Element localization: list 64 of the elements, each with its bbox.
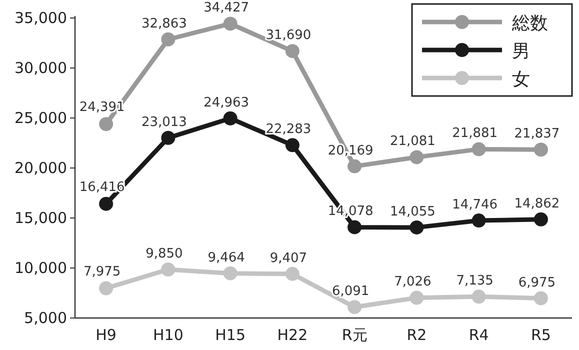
data-label: 24,391 <box>79 100 125 116</box>
data-label: 9,407 <box>270 250 308 266</box>
point <box>161 262 176 276</box>
point <box>99 196 114 211</box>
point <box>223 111 238 126</box>
data-label: 24,963 <box>204 95 250 110</box>
y-tick-label: 25,000 <box>14 109 67 127</box>
data-label: 14,055 <box>390 204 436 220</box>
point <box>410 290 424 305</box>
data-label: 32,863 <box>141 16 187 32</box>
x-tick-label: H22 <box>277 326 308 344</box>
legend-label: 総数 <box>511 13 548 34</box>
data-label: 21,881 <box>452 126 498 142</box>
point <box>285 44 300 58</box>
x-tick-label: H9 <box>96 326 116 344</box>
point <box>161 130 176 145</box>
data-label: 23,013 <box>141 114 187 130</box>
data-label: 7,026 <box>394 274 432 290</box>
point <box>223 266 238 280</box>
point <box>410 150 424 164</box>
data-label: 21,837 <box>514 126 560 142</box>
y-tick-label: 10,000 <box>14 259 67 277</box>
x-tick-label: H15 <box>215 326 246 344</box>
point <box>534 142 548 157</box>
y-tick-label: 15,000 <box>14 209 67 227</box>
y-tick-label: 5,000 <box>24 309 67 327</box>
x-tick-label: R5 <box>530 326 551 344</box>
data-label: 6,975 <box>518 275 556 290</box>
y-tick-label: 35,000 <box>14 9 67 27</box>
data-label: 14,862 <box>514 196 560 212</box>
point <box>99 281 114 296</box>
y-tick-label: 30,000 <box>14 59 67 77</box>
data-label: 9,850 <box>146 246 183 262</box>
x-tick-label: R2 <box>406 326 427 344</box>
data-label: 14,746 <box>452 198 498 213</box>
legend-label: 男 <box>512 41 530 62</box>
data-label: 22,283 <box>266 122 312 138</box>
data-label: 9,464 <box>208 250 245 266</box>
data-label: 34,427 <box>204 0 250 16</box>
legend-label: 女 <box>512 69 530 90</box>
point <box>472 214 486 228</box>
data-label: 7,975 <box>83 264 121 280</box>
x-tick-label: H10 <box>153 326 184 344</box>
point <box>472 142 486 156</box>
point <box>285 266 300 281</box>
point <box>410 220 424 234</box>
point <box>348 159 362 174</box>
point <box>161 32 176 46</box>
data-label: 20,169 <box>328 143 374 158</box>
point <box>348 220 362 234</box>
data-label: 21,081 <box>390 134 436 150</box>
point <box>223 16 238 31</box>
data-label: 7,135 <box>456 274 494 289</box>
point <box>534 291 548 306</box>
point <box>534 212 548 226</box>
point <box>99 117 114 132</box>
x-tick-label: R元 <box>342 326 368 344</box>
data-label: 31,690 <box>266 28 312 44</box>
point <box>472 290 486 304</box>
x-tick-label: R4 <box>468 326 489 344</box>
y-tick-label: 20,000 <box>14 159 67 177</box>
data-label: 6,091 <box>332 284 370 300</box>
point <box>285 138 300 152</box>
point <box>348 300 362 314</box>
